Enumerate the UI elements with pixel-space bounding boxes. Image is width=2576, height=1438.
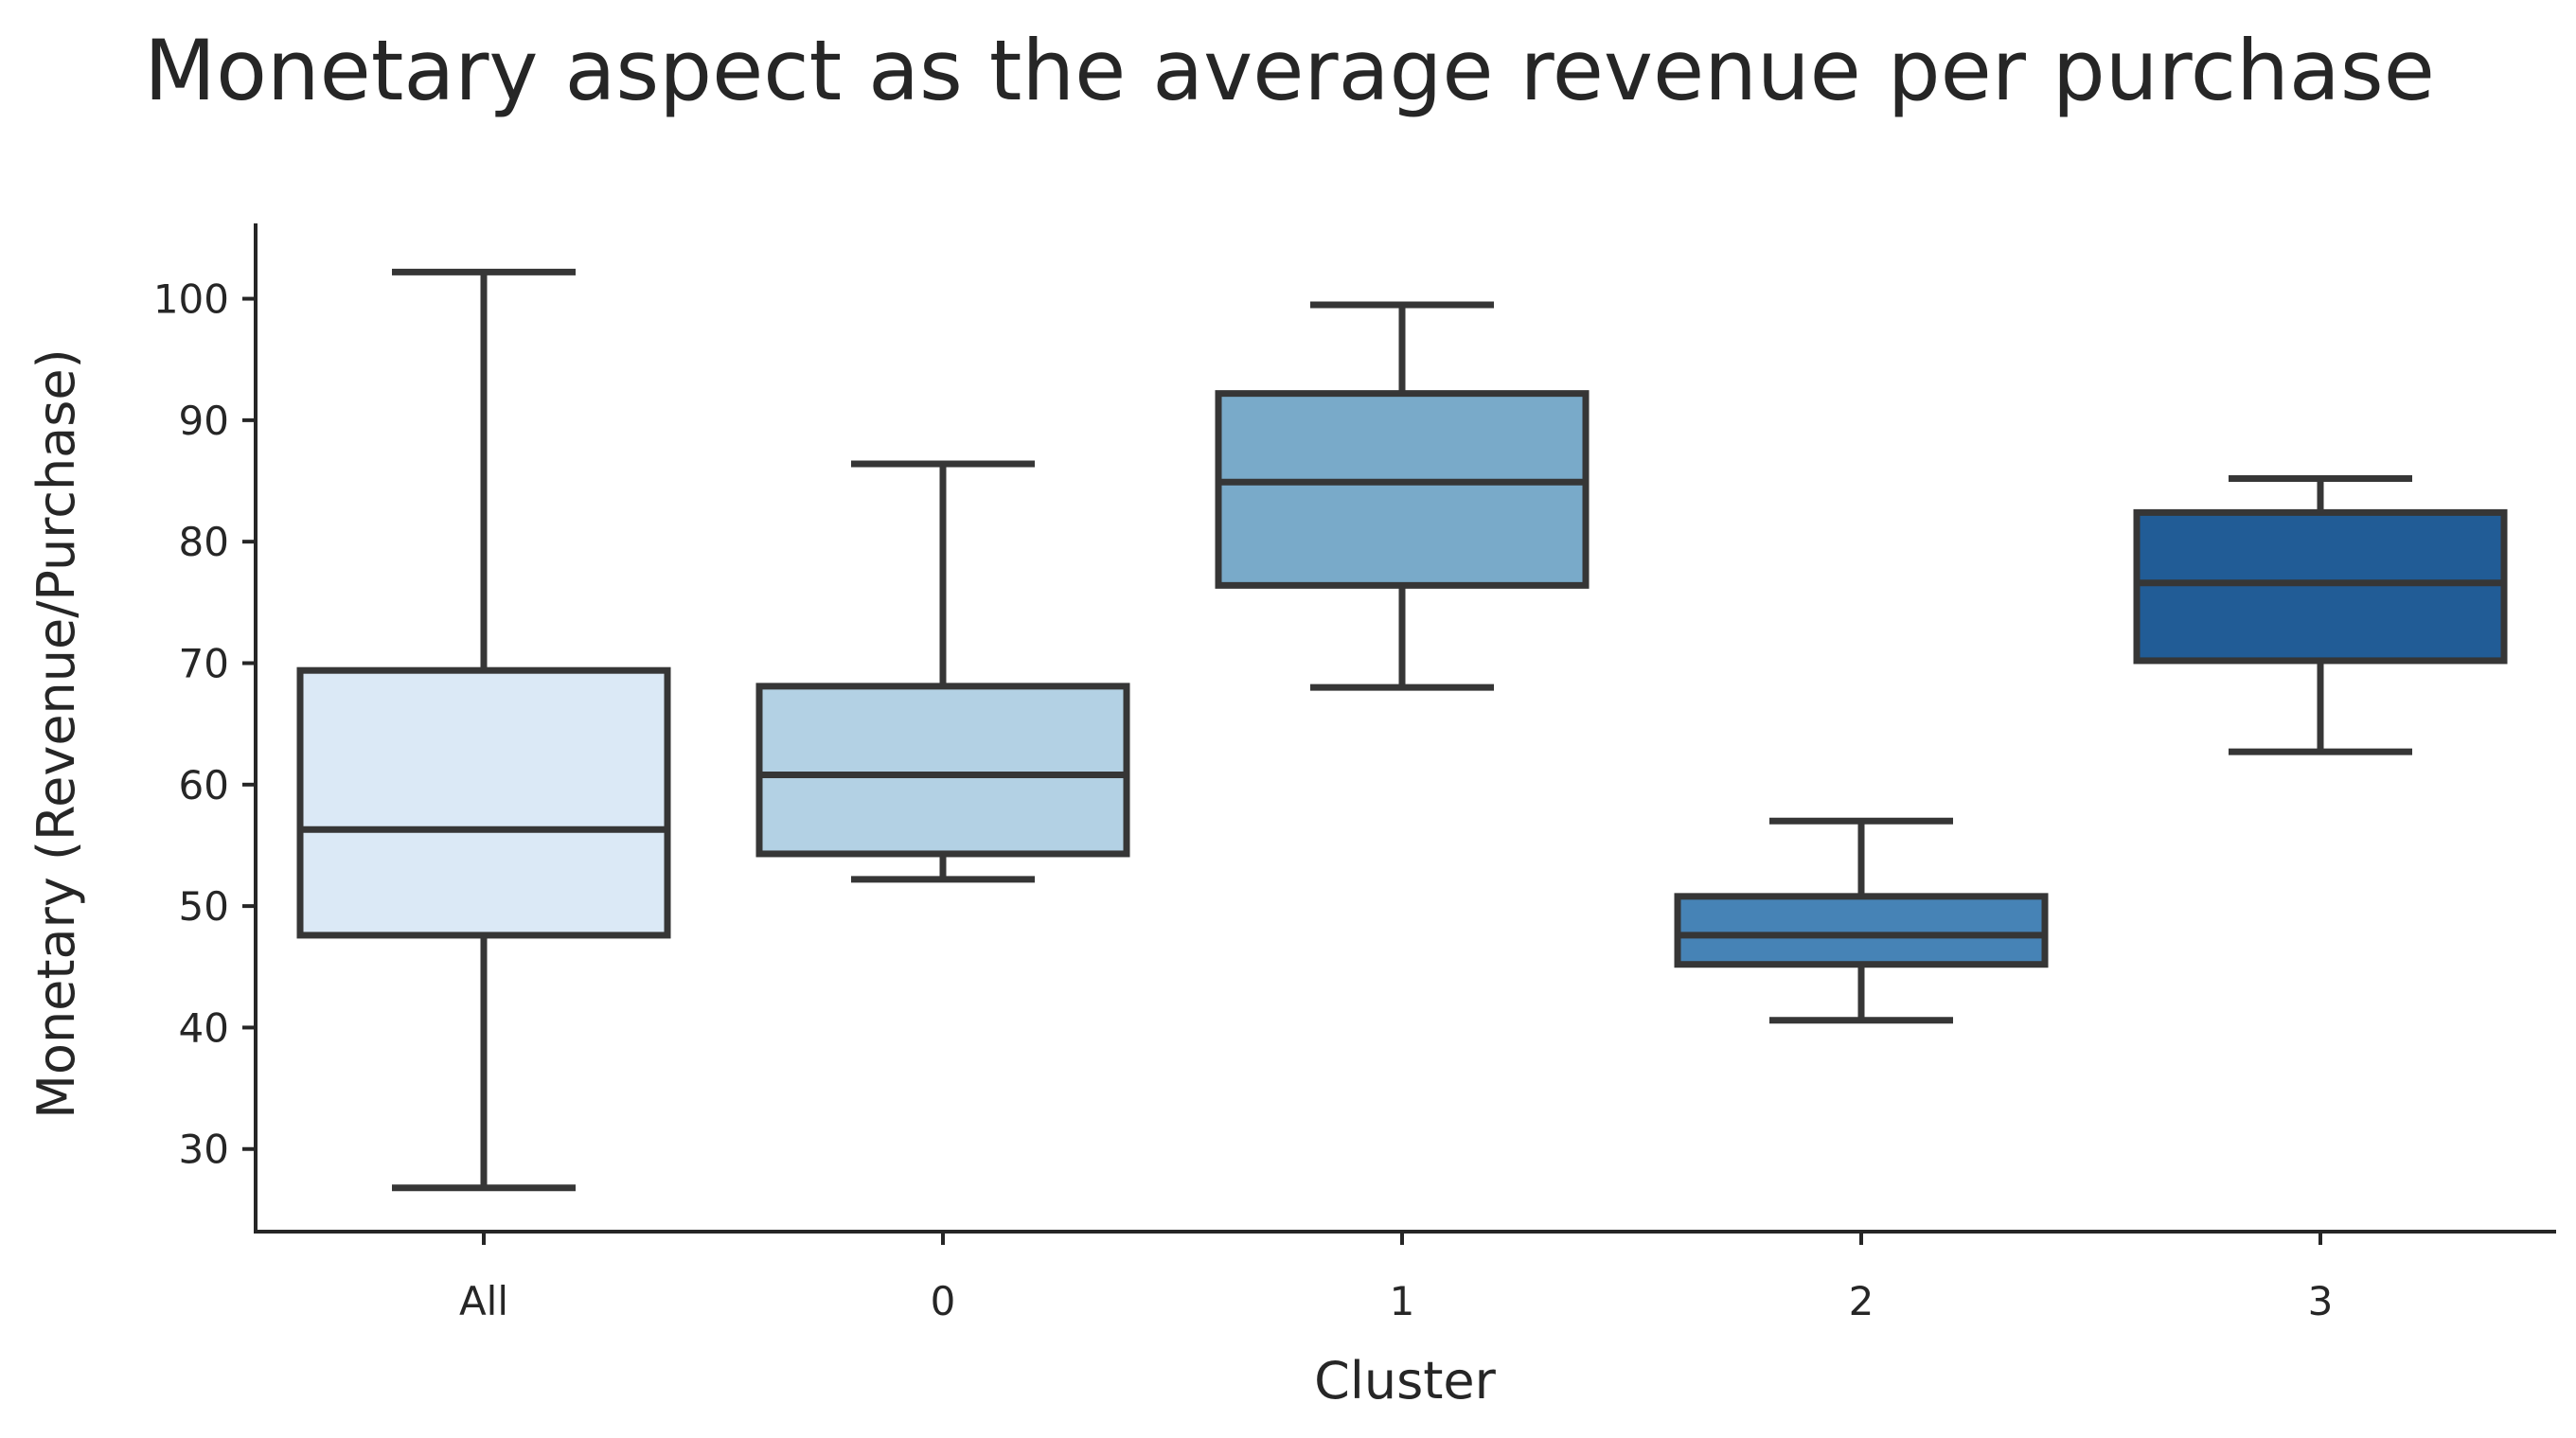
x-tick-label: 3 bbox=[2308, 1278, 2334, 1324]
y-tick-label: 70 bbox=[179, 640, 229, 686]
box-iqr bbox=[2133, 508, 2508, 665]
x-axis-label: Cluster bbox=[1314, 1351, 1496, 1411]
y-axis-label: Monetary (Revenue/Purchase) bbox=[27, 348, 86, 1118]
box-group-1 bbox=[1215, 301, 1590, 691]
box-group-All bbox=[296, 268, 671, 1192]
x-tick-label: 2 bbox=[1849, 1278, 1874, 1324]
y-tick-label: 100 bbox=[153, 276, 229, 323]
y-tick-label: 30 bbox=[179, 1127, 229, 1173]
x-tick-label: All bbox=[459, 1278, 508, 1324]
box-group-2 bbox=[1674, 817, 2049, 1024]
box-iqr bbox=[1674, 893, 2049, 968]
x-ticks: All 0 1 2 3 bbox=[459, 1232, 2333, 1324]
y-tick-label: 50 bbox=[179, 883, 229, 930]
box-group-3 bbox=[2133, 474, 2508, 755]
x-tick-label: 1 bbox=[1390, 1278, 1415, 1324]
y-ticks: 30 40 50 60 70 80 90 100 bbox=[153, 276, 256, 1173]
box-group-0 bbox=[755, 460, 1130, 883]
y-tick-label: 60 bbox=[179, 762, 229, 808]
x-tick-label: 0 bbox=[931, 1278, 956, 1324]
y-tick-label: 40 bbox=[179, 1004, 229, 1051]
y-tick-label: 80 bbox=[179, 519, 229, 565]
box-iqr bbox=[1215, 390, 1590, 589]
chart-title: Monetary aspect as the average revenue p… bbox=[144, 22, 2435, 119]
box-iqr bbox=[296, 666, 671, 939]
box-iqr bbox=[755, 683, 1130, 858]
boxplot-series bbox=[296, 268, 2508, 1192]
y-tick-label: 90 bbox=[179, 398, 229, 444]
